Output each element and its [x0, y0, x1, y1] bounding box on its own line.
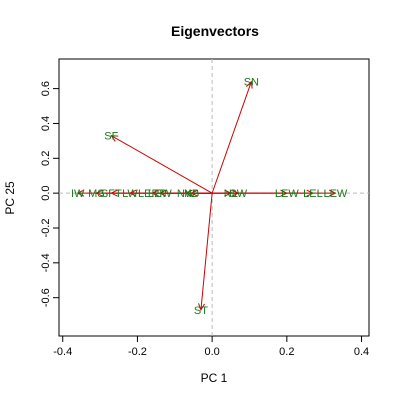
label-sft: SFT — [101, 188, 122, 200]
x-tick-label: 0.0 — [204, 346, 219, 358]
arrowhead — [328, 189, 337, 197]
arrowhead — [190, 189, 199, 197]
label-st: ST — [194, 305, 208, 317]
y-tick-label: -0.4 — [40, 253, 52, 272]
label-nb: NB — [184, 188, 199, 200]
x-tick-label: -0.4 — [53, 346, 72, 358]
label-nw: NW — [177, 188, 196, 200]
x-tick-label: -0.2 — [128, 346, 147, 358]
arrowhead — [184, 189, 193, 197]
label-lew: LEW — [275, 188, 299, 200]
label-sw: SW — [229, 188, 247, 200]
arrow-sf — [111, 135, 213, 194]
plot-frame — [58, 58, 370, 337]
x-axis-label: PC 1 — [201, 371, 228, 385]
arrowhead — [110, 189, 118, 197]
x-axis: -0.4 -0.2 0.0 0.2 0.4 — [53, 336, 369, 358]
y-tick-label: 0.2 — [40, 151, 52, 166]
label-lew: LEW — [323, 188, 347, 200]
arrowhead — [128, 189, 137, 197]
y-tick-label: 0.0 — [40, 185, 52, 200]
x-tick-label: 0.4 — [354, 346, 369, 358]
arrow-sn — [211, 81, 252, 194]
arrowhead — [76, 189, 85, 197]
y-tick-label: -0.6 — [40, 288, 52, 307]
label-sn: SN — [244, 77, 259, 89]
arrowhead — [246, 80, 253, 89]
label-lerp: LERP — [138, 188, 167, 200]
chart-title: Eigenvectors — [171, 23, 259, 39]
label-sf: SF — [104, 131, 118, 143]
arrowhead — [198, 303, 205, 312]
arrowhead — [110, 135, 119, 142]
label-iw: IW — [71, 188, 85, 200]
y-tick-label: 0.4 — [40, 116, 52, 131]
x-tick-label: 0.2 — [279, 346, 294, 358]
eigenvector-arrows — [76, 80, 337, 312]
arrowhead — [95, 189, 103, 197]
y-tick-label: -0.2 — [40, 219, 52, 238]
arrow-st — [200, 193, 213, 310]
label-ms: MS — [88, 188, 105, 200]
label-lel: LEL — [303, 188, 323, 200]
arrowhead — [151, 189, 159, 197]
label-lew: LEW — [148, 188, 172, 200]
y-axis-label: PC 25 — [3, 181, 17, 215]
label-nl: NL — [224, 188, 238, 200]
y-tick-label: 0.6 — [40, 81, 52, 96]
y-axis: -0.6 -0.4 -0.2 0.0 0.2 0.4 0.6 — [40, 81, 59, 307]
label-lw: LW — [122, 188, 138, 200]
arrowhead — [158, 189, 167, 197]
